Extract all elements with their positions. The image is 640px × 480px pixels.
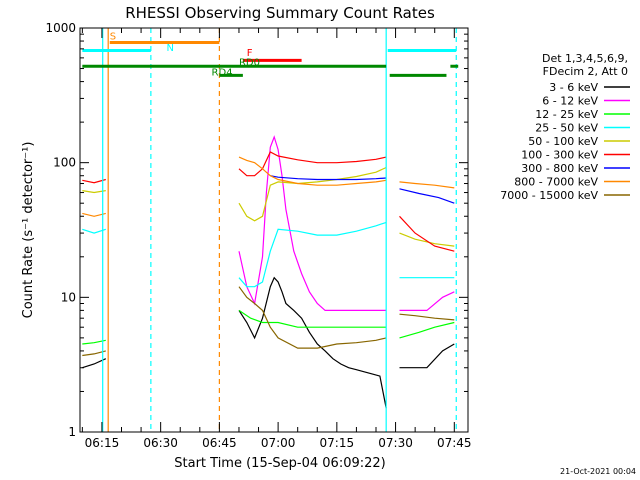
series-line-8-segment-1 xyxy=(238,286,387,349)
x-axis-label: Start Time (15-Sep-04 06:09:22) xyxy=(174,456,385,471)
legend-label-7: 800 - 7000 keV xyxy=(514,176,598,189)
legend-label-6: 300 - 800 keV xyxy=(521,162,598,175)
series-line-5-segment-0 xyxy=(82,178,106,184)
legend-label-2: 12 - 25 keV xyxy=(535,108,598,121)
y-tick-label-3: 1000 xyxy=(45,21,76,35)
y-tick-label-2: 100 xyxy=(53,156,76,170)
series-line-6-segment-1 xyxy=(399,188,455,204)
series-line-4-segment-0 xyxy=(82,190,106,194)
series-line-1-segment-1 xyxy=(399,291,455,311)
annotation-n: N xyxy=(167,43,174,54)
y-tick-label-1: 10 xyxy=(61,290,76,304)
chart-title: RHESSI Observing Summary Count Rates xyxy=(125,4,435,22)
annotation-rd0: RD0 xyxy=(239,58,260,69)
legend-label-5: 100 - 300 keV xyxy=(521,149,598,162)
x-tick-label-4: 07:15 xyxy=(320,436,355,450)
series-line-4-segment-1 xyxy=(238,166,387,222)
y-tick-label-0: 1 xyxy=(68,425,76,439)
annotation-f: F xyxy=(247,48,253,59)
timestamp-label: 21-Oct-2021 00:04 xyxy=(560,467,636,476)
x-tick-label-6: 07:45 xyxy=(437,436,472,450)
series-line-5-segment-1 xyxy=(238,151,387,177)
x-tick-label-3: 07:00 xyxy=(261,436,296,450)
legend-label-1: 6 - 12 keV xyxy=(542,95,598,108)
series-line-6-segment-0 xyxy=(270,175,387,181)
annotation-rd4: RD4 xyxy=(212,68,233,79)
series-line-7-segment-0 xyxy=(82,212,106,217)
series-line-3-segment-0 xyxy=(82,228,106,234)
legend-header-0: Det 1,3,4,5,6,9, xyxy=(542,52,628,65)
series-line-0-segment-0 xyxy=(82,358,107,369)
legend-label-0: 3 - 6 keV xyxy=(549,81,598,94)
series-line-0-segment-1 xyxy=(238,276,387,409)
series-line-4-segment-2 xyxy=(399,232,455,247)
x-tick-label-2: 06:45 xyxy=(202,436,237,450)
series-line-2-segment-0 xyxy=(82,339,106,345)
series-line-7-segment-2 xyxy=(399,181,455,189)
series-line-2-segment-1 xyxy=(238,309,387,328)
legend: Det 1,3,4,5,6,9,FDecim 2, Att 0 3 - 6 keV… xyxy=(500,52,630,202)
annotation-s: S xyxy=(110,32,116,43)
series-line-0-segment-2 xyxy=(399,343,455,369)
series-line-8-segment-0 xyxy=(82,350,106,357)
y-axis-label: Count Rate (s⁻¹ detector⁻¹) xyxy=(21,142,36,319)
axes: 1 10 100 1000 06:15 06:30 06:45 07:00 07:15 07:30… xyxy=(45,21,471,450)
x-tick-label-5: 07:30 xyxy=(378,436,413,450)
legend-label-8: 7000 - 15000 keV xyxy=(500,189,598,202)
x-tick-label-0: 06:15 xyxy=(85,436,120,450)
legend-label-3: 25 - 50 keV xyxy=(535,122,598,135)
plot-frame xyxy=(79,27,469,433)
series-line-3-segment-1 xyxy=(238,221,387,288)
series-line-8-segment-2 xyxy=(399,313,455,321)
series-line-5-segment-2 xyxy=(399,215,455,252)
legend-header-1: FDecim 2, Att 0 xyxy=(543,65,628,78)
legend-label-4: 50 - 100 keV xyxy=(528,135,598,148)
x-tick-label-1: 06:30 xyxy=(143,436,178,450)
series-line-2-segment-2 xyxy=(399,321,455,339)
series-line-1-segment-0 xyxy=(238,135,387,311)
series-line-7-segment-1 xyxy=(238,156,387,186)
